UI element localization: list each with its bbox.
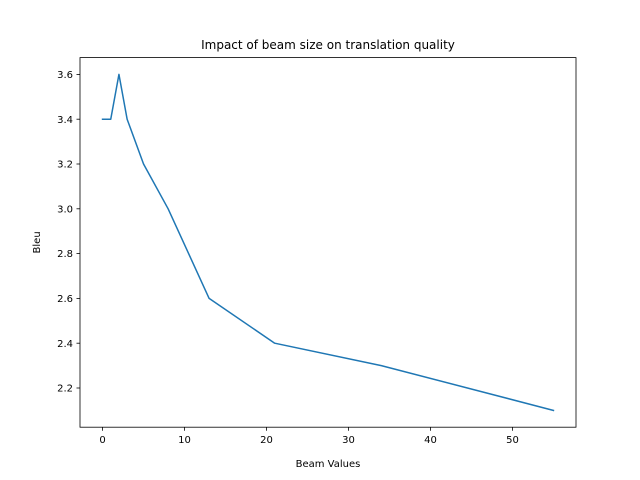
y-tick-label: 2.6 [57, 294, 73, 305]
y-tick-label: 3.0 [57, 204, 73, 215]
x-tick-label: 10 [178, 435, 191, 446]
y-tick-label: 2.2 [57, 384, 73, 395]
y-tick-label: 2.8 [57, 249, 73, 260]
x-axis-label: Beam Values [296, 459, 361, 470]
plot-area [101, 73, 555, 412]
y-tick-label: 3.4 [57, 115, 73, 126]
x-tick-label: 30 [342, 435, 355, 446]
y-tick-label: 3.2 [57, 160, 73, 171]
x-tick-label: 0 [99, 435, 105, 446]
x-tick-label: 40 [424, 435, 437, 446]
x-tick-label: 20 [260, 435, 273, 446]
series-line [101, 73, 555, 412]
y-tick-label: 3.6 [57, 70, 73, 81]
y-axis-label: Bleu [32, 231, 43, 253]
axis-ticks: 0 10 20 30 40 50 2.2 2.4 2.6 2.8 3.0 3.2 3.4 3.6 [57, 70, 519, 446]
chart-title: Impact of beam size on translation quali… [201, 38, 455, 52]
y-tick-label: 2.4 [57, 339, 73, 350]
x-tick-label: 50 [506, 435, 519, 446]
plot-frame [79, 57, 577, 428]
